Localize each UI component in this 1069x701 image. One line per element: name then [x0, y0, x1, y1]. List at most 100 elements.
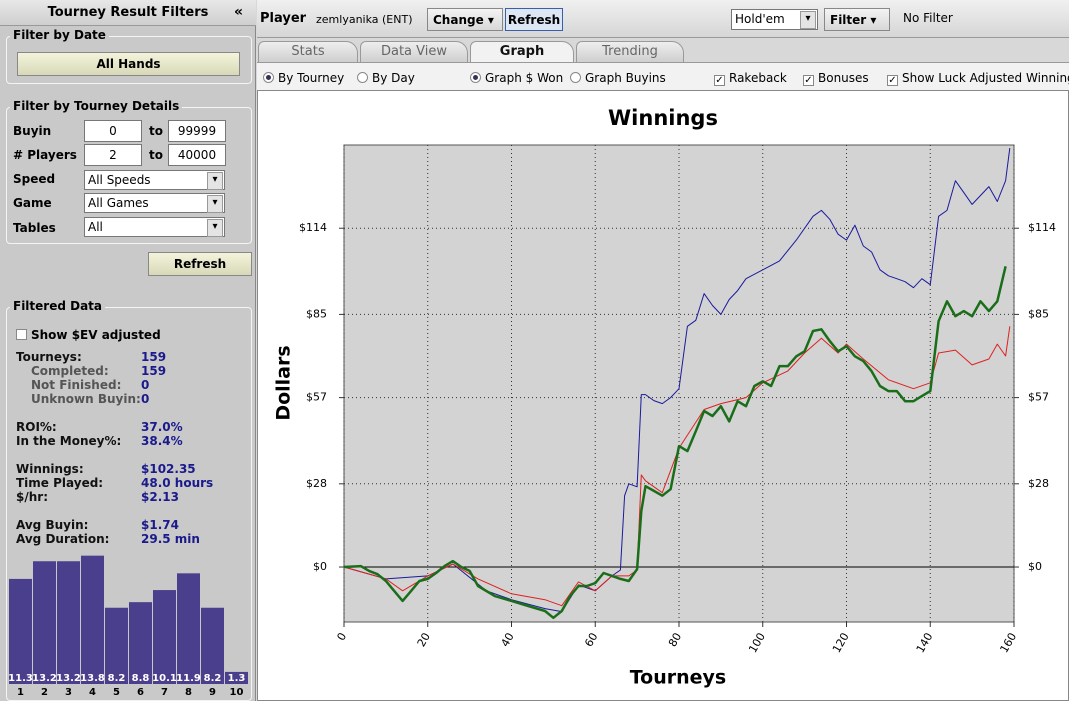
input[interactable]: 40000 — [168, 144, 226, 166]
checkbox-box[interactable]: ✓ — [714, 75, 725, 86]
x-tick-label: 60 — [582, 631, 600, 650]
bar — [225, 671, 248, 684]
player-label: Player — [260, 11, 307, 26]
stat-value: 48.0 hours — [141, 476, 214, 490]
radio[interactable]: By Day — [357, 71, 415, 85]
checkbox-box[interactable]: ✓ — [887, 75, 898, 86]
stat-label: ROI%: — [16, 420, 57, 434]
radio-dot[interactable] — [470, 72, 481, 83]
radio-label: Graph Buyins — [585, 71, 666, 85]
bar-label: 8.2 — [204, 673, 222, 684]
stat-label: In the Money%: — [16, 434, 122, 448]
tab[interactable]: Data View — [360, 41, 468, 62]
y2-tick-label: $85 — [1028, 307, 1049, 320]
bar — [153, 590, 176, 684]
checkbox-box[interactable]: ✓ — [803, 75, 814, 86]
tab-active[interactable]: Graph — [470, 41, 574, 62]
stat-label: Tourneys: — [16, 350, 82, 364]
radio[interactable]: Graph Buyins — [570, 71, 666, 85]
bar-label: 13.2 — [56, 673, 81, 684]
stat-label: Avg Buyin: — [16, 518, 89, 532]
x-tick-label: 160 — [997, 631, 1019, 656]
input[interactable]: 99999 — [168, 120, 226, 142]
y-tick-label: $114 — [299, 221, 327, 234]
checkbox[interactable]: ✓ Rakeback — [714, 71, 787, 86]
stat-value: 159 — [141, 350, 167, 364]
filter-button[interactable]: Filter ▾ — [824, 8, 890, 31]
select[interactable]: All Speeds — [84, 170, 225, 190]
radio-dot[interactable] — [570, 72, 581, 83]
stat-value: 159 — [141, 364, 167, 378]
title-text: Tourney Result Filters — [47, 5, 209, 20]
radio[interactable]: By Tourney — [263, 71, 344, 85]
bar-label: 11.3 — [8, 673, 33, 684]
stat-value: 0 — [141, 378, 150, 392]
bar-label: 13.8 — [80, 673, 105, 684]
button-text: Filter — [830, 13, 867, 27]
bar-category: 8 — [185, 687, 192, 698]
stat-label: Avg Duration: — [16, 532, 110, 546]
game-select[interactable]: Hold'em — [731, 9, 818, 30]
bar-label: 11.9 — [176, 673, 201, 684]
radio[interactable]: Graph $ Won — [470, 71, 563, 85]
bar — [129, 602, 152, 684]
bar — [57, 561, 80, 684]
bar-category: 7 — [161, 687, 168, 698]
all-hands-button[interactable]: All Hands — [17, 52, 240, 76]
select[interactable]: All — [84, 217, 225, 237]
tab[interactable]: Stats — [258, 41, 358, 62]
checkbox-box[interactable] — [16, 329, 27, 340]
chart-title: Winnings — [608, 106, 718, 130]
y2-tick-label: $28 — [1028, 477, 1049, 490]
change-button[interactable]: Change ▾ — [427, 8, 503, 31]
series-line — [343, 326, 1011, 607]
checkbox[interactable]: ✓ Bonuses — [803, 71, 869, 86]
select[interactable]: All Games — [84, 193, 225, 213]
sidebar: Tourney Result Filters « Filter by Date … — [0, 0, 256, 701]
stat-value: $102.35 — [141, 462, 196, 476]
stat-value: $2.13 — [141, 490, 179, 504]
input[interactable]: 2 — [84, 144, 142, 166]
group-title: Filter by Date — [10, 28, 109, 42]
checkbox[interactable]: Show $EV adjusted — [16, 328, 161, 342]
y-tick-label: $57 — [306, 391, 327, 404]
radio-label: Graph $ Won — [485, 71, 564, 85]
stat-label: Time Played: — [16, 476, 104, 490]
refresh-button[interactable]: Refresh — [505, 8, 563, 31]
x-tick-label: 140 — [914, 631, 936, 656]
collapse[interactable]: « — [234, 4, 244, 20]
x-tick-label: 20 — [415, 631, 433, 650]
bar-category: 10 — [230, 687, 244, 698]
date-group — [6, 36, 252, 84]
bar-label: 8.8 — [132, 673, 150, 684]
label: Tables — [13, 221, 56, 235]
group-title: Filtered Data — [10, 299, 106, 313]
input[interactable]: 0 — [84, 120, 142, 142]
series-line — [343, 266, 1007, 620]
button-text: Change — [433, 13, 484, 27]
checkbox-label: Bonuses — [818, 71, 869, 85]
y2-tick-label: $114 — [1028, 221, 1056, 234]
stat-value: 0 — [141, 392, 150, 406]
refresh-button[interactable]: Refresh — [148, 252, 252, 276]
bar-label: 10.1 — [152, 673, 177, 684]
radio-dot[interactable] — [357, 72, 368, 83]
bar-label: 1.3 — [228, 673, 246, 684]
tab[interactable]: Trending — [576, 41, 684, 62]
options-bar: By Tourney By Day Graph $ Won Graph Buyi… — [257, 62, 1069, 90]
checkbox[interactable]: ✓ Show Luck Adjusted Winnings — [887, 71, 1069, 86]
player-name: zemlyanika (ENT) — [316, 13, 413, 26]
radio-label: By Day — [372, 71, 415, 85]
bar — [81, 555, 104, 684]
bar-category: 9 — [209, 687, 216, 698]
bar-category: 6 — [137, 687, 144, 698]
stat-label: Completed: — [31, 364, 109, 378]
filter-status: No Filter — [903, 11, 953, 25]
bar — [33, 561, 56, 684]
checkbox-label: Show $EV adjusted — [31, 328, 161, 342]
bar-category: 1 — [17, 687, 24, 698]
radio-dot[interactable] — [263, 72, 274, 83]
x-tick-label: 100 — [746, 631, 768, 656]
checkbox-label: Rakeback — [729, 71, 787, 85]
